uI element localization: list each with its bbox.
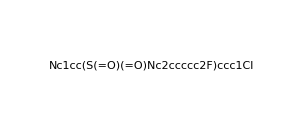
Text: Nc1cc(S(=O)(=O)Nc2ccccc2F)ccc1Cl: Nc1cc(S(=O)(=O)Nc2ccccc2F)ccc1Cl [49, 61, 255, 71]
